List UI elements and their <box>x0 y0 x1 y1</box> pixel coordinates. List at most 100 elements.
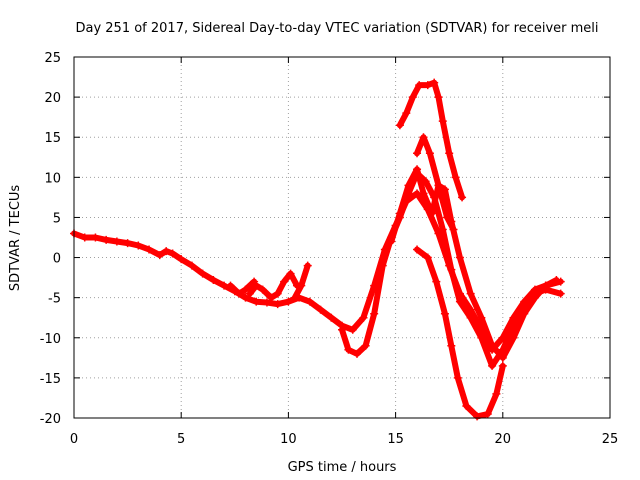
plot-frame <box>73 56 611 419</box>
data-point <box>361 341 370 350</box>
x-axis-label: GPS time / hours <box>288 460 397 475</box>
data-point <box>556 289 565 298</box>
data-point <box>262 298 271 307</box>
data-point <box>284 297 293 306</box>
data-point <box>423 253 432 262</box>
data-point <box>438 225 447 234</box>
data-point <box>305 297 314 306</box>
data-point <box>273 300 282 309</box>
data-point <box>453 373 462 382</box>
data-point <box>541 281 550 290</box>
data-point <box>438 117 447 126</box>
data-point <box>530 293 539 302</box>
data-point <box>338 325 346 334</box>
data-point <box>209 276 218 285</box>
data-point <box>440 309 449 318</box>
data-point <box>235 289 244 298</box>
data-point <box>280 277 289 286</box>
data-point <box>344 345 353 354</box>
data-point <box>241 285 250 294</box>
data-point <box>359 313 368 322</box>
series-line-cluster-7-8 <box>227 278 258 297</box>
data-point <box>425 149 434 158</box>
data-point <box>498 353 507 362</box>
data-point <box>477 313 486 322</box>
data-point <box>162 247 171 256</box>
data-point <box>434 181 443 190</box>
data-point <box>387 237 396 246</box>
data-point <box>258 285 267 294</box>
data-point <box>187 261 196 270</box>
series-line-lower-branch <box>339 170 564 369</box>
data-point <box>413 149 422 158</box>
data-point <box>434 93 443 102</box>
data-point <box>395 121 404 130</box>
data-point <box>241 293 250 302</box>
x-tick-label: 5 <box>177 432 185 447</box>
data-point <box>290 293 299 302</box>
y-tick-label: 10 <box>44 171 61 186</box>
data-point <box>413 245 422 254</box>
data-point <box>168 249 177 258</box>
data-point <box>509 333 518 342</box>
data-point <box>443 213 452 222</box>
y-tick-label: -10 <box>40 332 61 347</box>
x-tick-label: 25 <box>602 432 619 447</box>
data-point <box>483 409 492 418</box>
data-point <box>447 265 456 274</box>
data-point <box>245 289 254 298</box>
data-point <box>402 109 411 118</box>
data-point <box>458 193 467 202</box>
x-tick-labels: 0 5 10 15 20 25 <box>70 432 618 447</box>
data-point <box>455 297 464 306</box>
y-axis-label: SDTVAR / TECUs <box>8 185 23 292</box>
data-point <box>303 261 312 270</box>
chart-title: Day 251 of 2017, Sidereal Day-to-day VTE… <box>75 21 598 36</box>
data-point <box>297 281 306 290</box>
data-point <box>428 209 437 218</box>
data-point <box>419 189 428 198</box>
data-point <box>177 255 186 264</box>
data-point <box>348 325 357 334</box>
data-point <box>432 277 441 286</box>
data-point <box>226 281 235 290</box>
data-point <box>123 239 132 248</box>
data-point <box>498 361 507 370</box>
data-point <box>134 241 143 250</box>
data-point <box>91 233 100 242</box>
y-tick-label: 25 <box>44 51 61 66</box>
data-point <box>423 81 432 90</box>
data-point <box>155 251 164 260</box>
data-point <box>252 297 261 306</box>
x-tick-label: 20 <box>495 432 512 447</box>
data-point <box>473 412 482 421</box>
data-point <box>316 305 325 314</box>
data-point <box>327 313 336 322</box>
data-series <box>70 78 565 421</box>
grid-lines <box>74 57 610 418</box>
data-point <box>415 81 424 90</box>
series-line-upper-branch <box>414 134 457 233</box>
data-point <box>286 269 295 278</box>
x-tick-label: 10 <box>280 432 297 447</box>
data-point <box>430 78 439 87</box>
data-point <box>447 341 456 350</box>
data-point <box>488 341 497 350</box>
data-point <box>404 181 413 190</box>
x-tick-label: 0 <box>70 432 78 447</box>
data-point <box>520 309 529 318</box>
data-point <box>451 173 460 182</box>
data-point <box>267 293 276 302</box>
data-point <box>462 401 471 410</box>
data-point <box>353 349 362 358</box>
data-point <box>455 253 464 262</box>
y-tick-labels: -20 -15 -10 -5 0 5 10 15 20 25 <box>40 51 61 427</box>
data-point <box>449 225 458 234</box>
x-tick-label: 15 <box>387 432 404 447</box>
y-tick-label: 5 <box>53 211 61 226</box>
axis-ticks <box>73 56 611 419</box>
y-tick-label: -20 <box>40 412 61 427</box>
y-tick-label: -15 <box>40 372 61 387</box>
y-tick-label: 20 <box>44 91 61 106</box>
